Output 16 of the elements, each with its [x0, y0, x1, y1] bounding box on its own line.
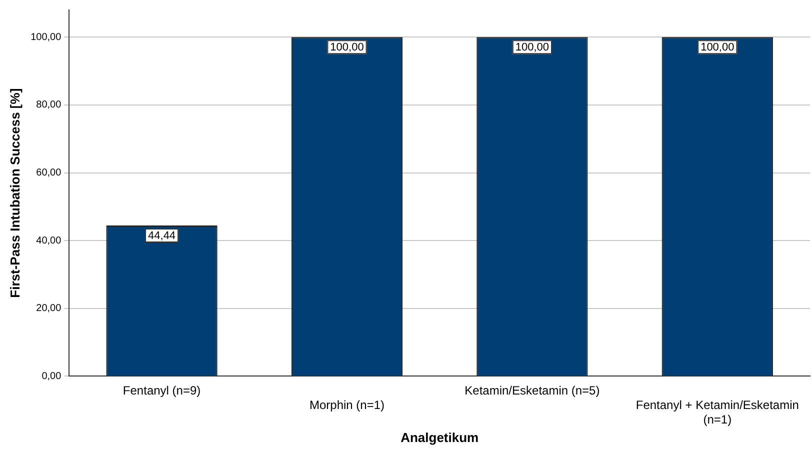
data-label: 44,44 — [148, 230, 176, 242]
y-axis-title: First-Pass Intubation Success [%] — [7, 88, 22, 298]
y-tick-label: 20,00 — [36, 303, 62, 314]
x-tick-label: Fentanyl + Ketamin/Esketamin (n=1) — [636, 398, 799, 427]
y-tick-label: 60,00 — [36, 168, 62, 179]
x-tick-label: Fentanyl (n=9) — [122, 384, 201, 398]
x-axis-title: Analgetikum — [400, 430, 479, 445]
y-tick-label: 100,00 — [30, 32, 62, 43]
data-label: 100,00 — [515, 42, 550, 54]
y-tick-label: 80,00 — [36, 100, 62, 111]
data-label: 100,00 — [700, 42, 734, 54]
y-tick-label: 0,00 — [42, 370, 62, 382]
x-tick-label: Ketamin/Esketamin (n=5) — [464, 384, 600, 398]
y-tick-label: 40,00 — [36, 235, 62, 246]
data-label: 100,00 — [330, 42, 364, 54]
x-tick-label: Morphin (n=1) — [309, 398, 385, 412]
